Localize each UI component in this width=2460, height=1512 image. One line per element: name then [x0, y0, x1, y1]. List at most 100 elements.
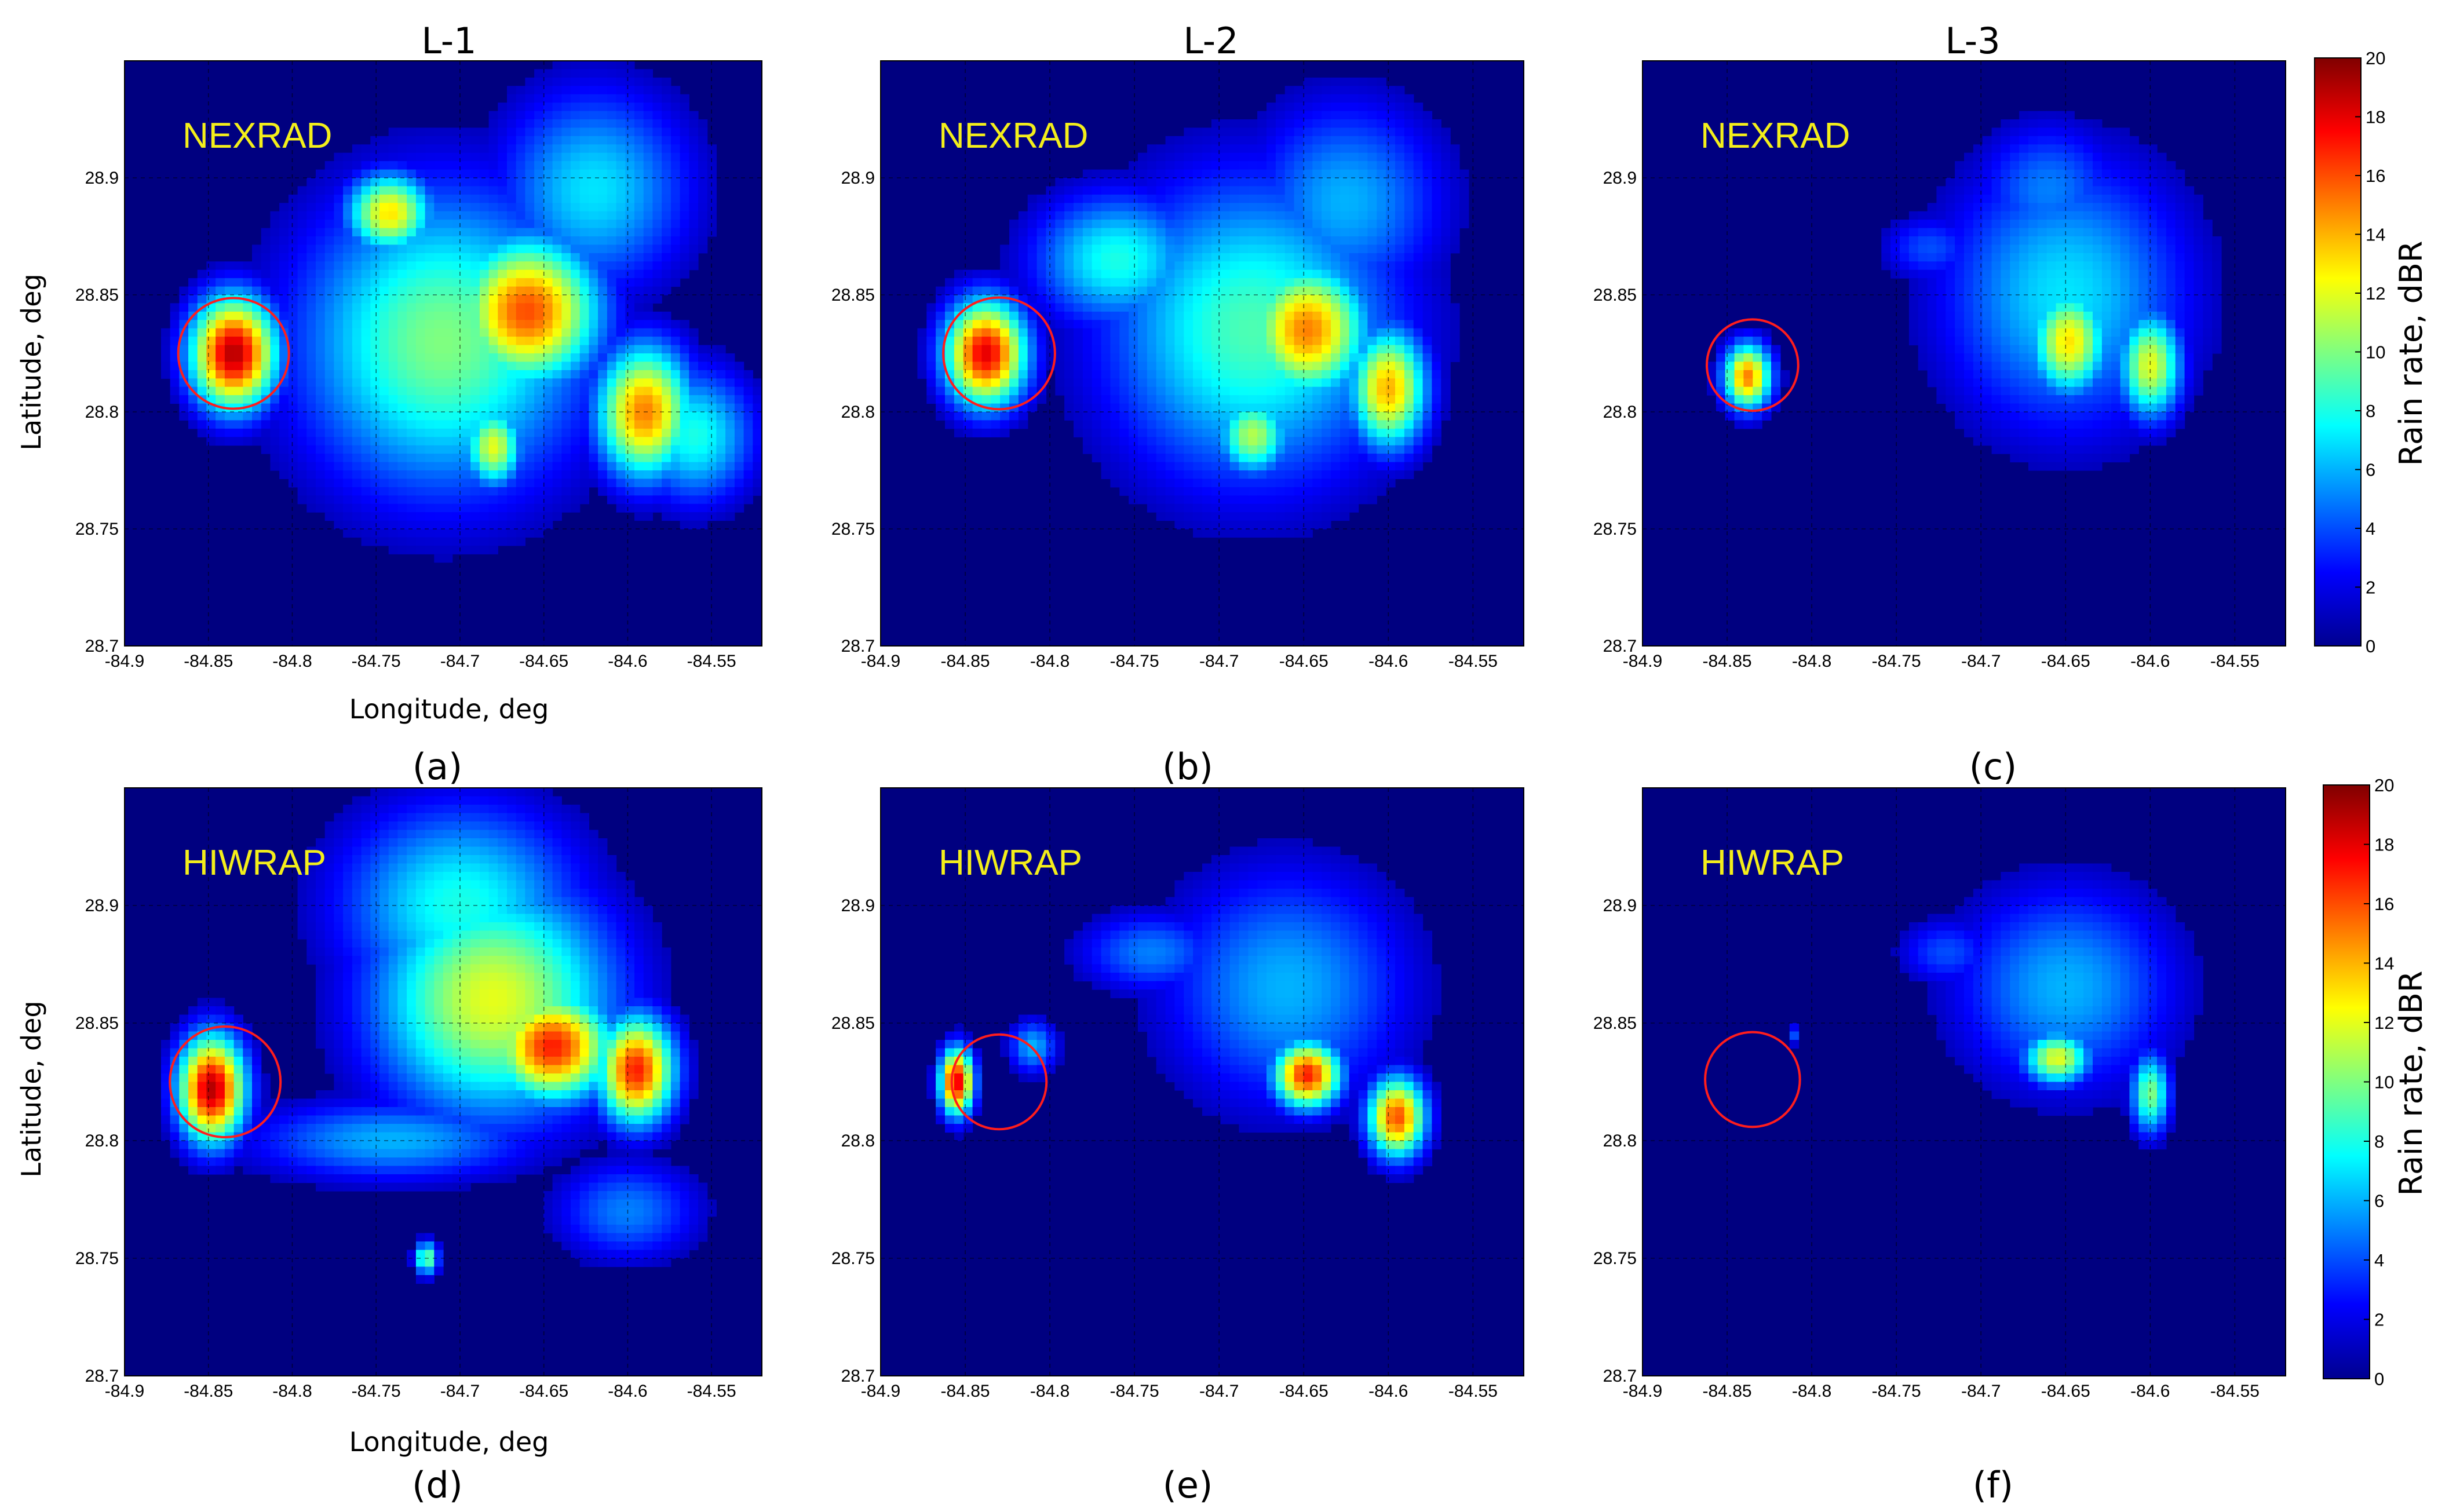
- heatmap-cell: [279, 445, 289, 454]
- heatmap-cell: [452, 361, 462, 371]
- heatmap-cell: [352, 220, 362, 229]
- heatmap-cell: [488, 211, 498, 220]
- heatmap-cell: [352, 295, 362, 304]
- heatmap-cell: [1358, 161, 1368, 170]
- heatmap-cell: [1404, 420, 1414, 429]
- heatmap-cell: [680, 395, 689, 404]
- heatmap-cell: [434, 437, 444, 446]
- heatmap-cell: [734, 462, 744, 471]
- heatmap-cell: [1404, 328, 1414, 337]
- heatmap-cell: [1386, 420, 1396, 429]
- heatmap-cell: [1275, 428, 1286, 437]
- heatmap-cell: [662, 269, 671, 279]
- heatmap-cell: [434, 353, 444, 362]
- heatmap-cell: [534, 512, 544, 521]
- heatmap-cell: [552, 269, 562, 279]
- heatmap-cell: [972, 386, 983, 396]
- heatmap-cell: [1404, 178, 1414, 187]
- heatmap-cell: [1027, 337, 1038, 346]
- heatmap-cell: [1147, 420, 1157, 429]
- heatmap-cell: [1239, 495, 1249, 505]
- heatmap-cell: [288, 236, 298, 245]
- heatmap-cell: [1257, 487, 1267, 496]
- heatmap-cell: [1092, 337, 1102, 346]
- heatmap-cell: [598, 487, 608, 496]
- heatmap-cell: [1092, 353, 1102, 362]
- heatmap-cell: [306, 320, 316, 329]
- heatmap-cell: [936, 370, 946, 379]
- heatmap-cell: [479, 169, 490, 178]
- heatmap-cell: [1055, 361, 1065, 371]
- heatmap-cell: [1422, 353, 1433, 362]
- heatmap-cell: [452, 169, 462, 178]
- heatmap-cell: [543, 311, 553, 320]
- heatmap-cell: [643, 403, 653, 412]
- heatmap-cell: [1275, 361, 1286, 371]
- heatmap-cell: [297, 353, 307, 362]
- heatmap-cell: [1257, 512, 1267, 521]
- heatmap-cell: [1027, 261, 1038, 271]
- heatmap-cell: [370, 303, 380, 312]
- heatmap-cell: [607, 186, 617, 195]
- heatmap-cell: [1331, 328, 1341, 337]
- heatmap-cell: [288, 211, 298, 220]
- heatmap-cell: [561, 328, 571, 337]
- heatmap-cell: [516, 345, 525, 354]
- heatmap-cell: [589, 61, 598, 70]
- heatmap-cell: [197, 378, 207, 388]
- heatmap-cell: [1046, 220, 1056, 229]
- heatmap-cell: [343, 269, 353, 279]
- heatmap-cell: [1294, 161, 1304, 170]
- heatmap-cell: [1404, 111, 1414, 120]
- heatmap-cell: [981, 386, 991, 396]
- heatmap-cell: [516, 328, 525, 337]
- heatmap-cell: [1294, 203, 1304, 212]
- heatmap-cell: [1367, 286, 1377, 295]
- y-tick-label: 28.7: [85, 637, 119, 656]
- heatmap-cell: [415, 437, 426, 446]
- heatmap-cell: [1331, 412, 1341, 421]
- heatmap-cell: [552, 161, 562, 170]
- heatmap-cell: [680, 420, 689, 429]
- heatmap-cell: [1101, 437, 1111, 446]
- heatmap-cell: [297, 403, 307, 412]
- heatmap-cell: [1257, 495, 1267, 505]
- heatmap-cell: [1000, 420, 1010, 429]
- heatmap-cell: [470, 529, 480, 538]
- heatmap-cell: [324, 462, 334, 471]
- heatmap-cell: [616, 503, 626, 513]
- heatmap-cell: [334, 311, 344, 320]
- heatmap-cell: [288, 428, 298, 437]
- heatmap-cell: [1101, 454, 1111, 463]
- heatmap-cell: [1386, 161, 1396, 170]
- heatmap-cell: [1386, 428, 1396, 437]
- heatmap-cell: [343, 395, 353, 404]
- heatmap-cell: [324, 328, 334, 337]
- heatmap-cell: [1101, 361, 1111, 371]
- heatmap-cell: [1018, 320, 1028, 329]
- heatmap-cell: [270, 445, 280, 454]
- heatmap-cell: [1340, 412, 1350, 421]
- heatmap-cell: [552, 311, 562, 320]
- heatmap-cell: [1432, 244, 1441, 254]
- heatmap-cell: [1303, 361, 1313, 371]
- heatmap-cell: [397, 487, 407, 496]
- heatmap-cell: [643, 337, 653, 346]
- heatmap-cell: [1074, 353, 1083, 362]
- heatmap-cell: [625, 77, 635, 86]
- heatmap-cell: [1358, 286, 1368, 295]
- heatmap-cell: [379, 445, 389, 454]
- heatmap-cell: [1074, 361, 1083, 371]
- heatmap-cell: [670, 512, 681, 521]
- heatmap-cell: [306, 337, 316, 346]
- heatmap-cell: [571, 320, 581, 329]
- heatmap-cell: [1156, 152, 1166, 162]
- heatmap-cell: [1156, 320, 1166, 329]
- heatmap-cell: [1036, 261, 1047, 271]
- heatmap-cell: [1193, 386, 1203, 396]
- heatmap-cell: [415, 378, 426, 388]
- heatmap-cell: [324, 337, 334, 346]
- heatmap-cell: [579, 353, 589, 362]
- heatmap-cell: [1340, 194, 1350, 203]
- heatmap-cell: [160, 345, 171, 354]
